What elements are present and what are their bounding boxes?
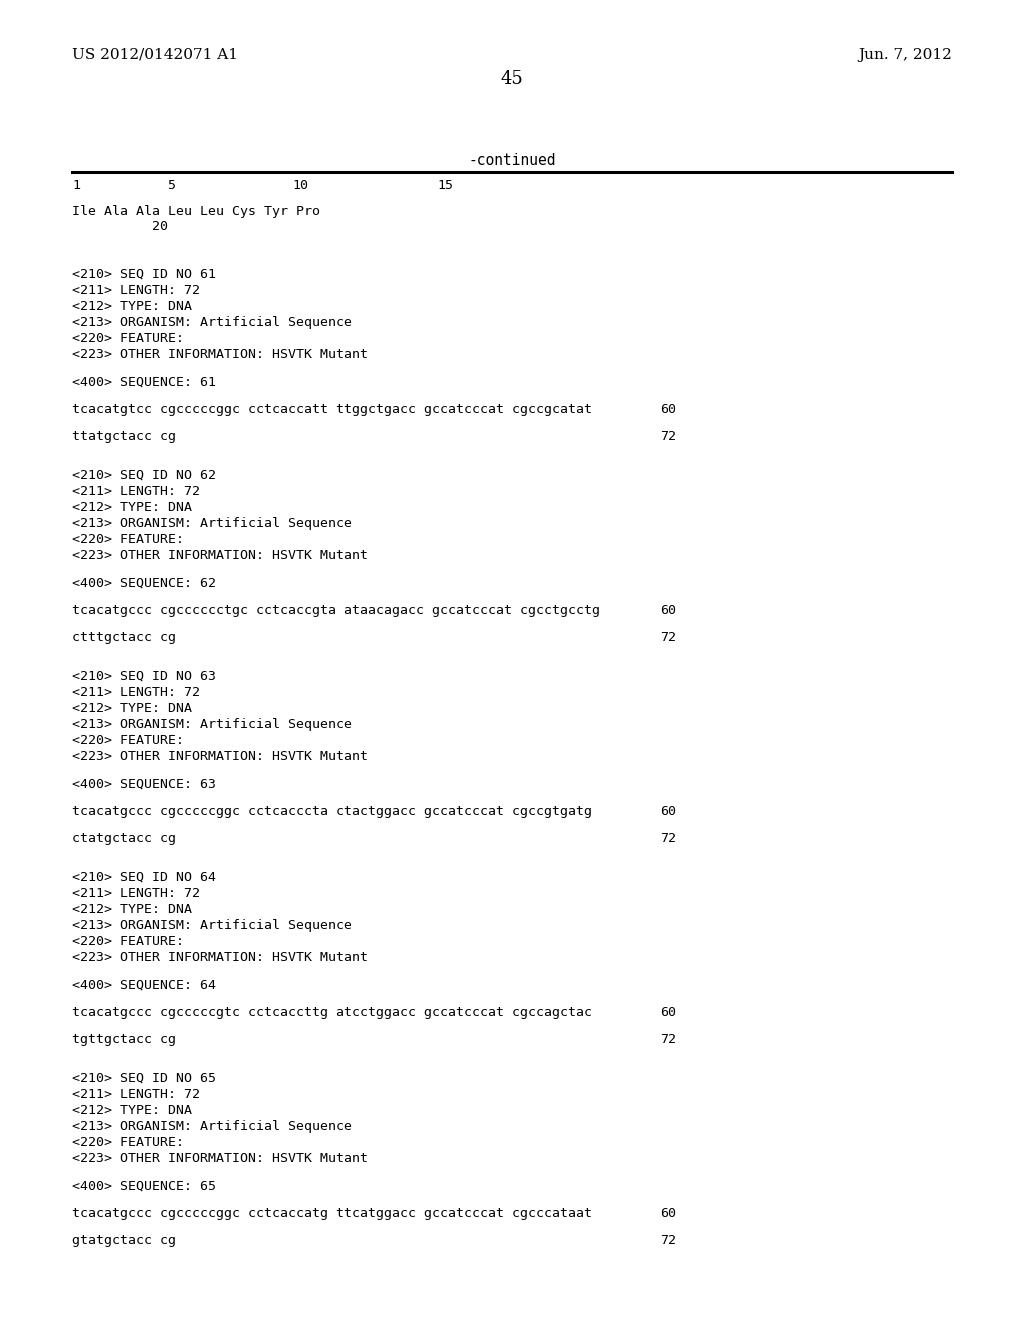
Text: <210> SEQ ID NO 63: <210> SEQ ID NO 63 (72, 671, 216, 682)
Text: <210> SEQ ID NO 65: <210> SEQ ID NO 65 (72, 1072, 216, 1085)
Text: 15: 15 (437, 180, 453, 191)
Text: 72: 72 (660, 430, 676, 444)
Text: 72: 72 (660, 1234, 676, 1247)
Text: <210> SEQ ID NO 64: <210> SEQ ID NO 64 (72, 871, 216, 884)
Text: <213> ORGANISM: Artificial Sequence: <213> ORGANISM: Artificial Sequence (72, 315, 352, 329)
Text: 60: 60 (660, 1006, 676, 1019)
Text: <212> TYPE: DNA: <212> TYPE: DNA (72, 702, 193, 715)
Text: Jun. 7, 2012: Jun. 7, 2012 (858, 48, 952, 62)
Text: tcacatgccc cgcccccggc cctcaccatg ttcatggacc gccatcccat cgcccataat: tcacatgccc cgcccccggc cctcaccatg ttcatgg… (72, 1206, 592, 1220)
Text: 72: 72 (660, 832, 676, 845)
Text: <223> OTHER INFORMATION: HSVTK Mutant: <223> OTHER INFORMATION: HSVTK Mutant (72, 348, 368, 360)
Text: <400> SEQUENCE: 64: <400> SEQUENCE: 64 (72, 979, 216, 993)
Text: <212> TYPE: DNA: <212> TYPE: DNA (72, 1104, 193, 1117)
Text: gtatgctacc cg: gtatgctacc cg (72, 1234, 176, 1247)
Text: <211> LENGTH: 72: <211> LENGTH: 72 (72, 484, 200, 498)
Text: <213> ORGANISM: Artificial Sequence: <213> ORGANISM: Artificial Sequence (72, 919, 352, 932)
Text: <212> TYPE: DNA: <212> TYPE: DNA (72, 903, 193, 916)
Text: tgttgctacc cg: tgttgctacc cg (72, 1034, 176, 1045)
Text: <213> ORGANISM: Artificial Sequence: <213> ORGANISM: Artificial Sequence (72, 1119, 352, 1133)
Text: tcacatgccc cgcccccctgc cctcaccgta ataacagacc gccatcccat cgcctgcctg: tcacatgccc cgcccccctgc cctcaccgta ataaca… (72, 605, 600, 616)
Text: 5: 5 (167, 180, 175, 191)
Text: <210> SEQ ID NO 61: <210> SEQ ID NO 61 (72, 268, 216, 281)
Text: <211> LENGTH: 72: <211> LENGTH: 72 (72, 284, 200, 297)
Text: <223> OTHER INFORMATION: HSVTK Mutant: <223> OTHER INFORMATION: HSVTK Mutant (72, 750, 368, 763)
Text: <220> FEATURE:: <220> FEATURE: (72, 533, 184, 546)
Text: -continued: -continued (468, 153, 556, 168)
Text: <400> SEQUENCE: 65: <400> SEQUENCE: 65 (72, 1180, 216, 1193)
Text: <220> FEATURE:: <220> FEATURE: (72, 935, 184, 948)
Text: <223> OTHER INFORMATION: HSVTK Mutant: <223> OTHER INFORMATION: HSVTK Mutant (72, 549, 368, 562)
Text: 1: 1 (72, 180, 80, 191)
Text: 60: 60 (660, 403, 676, 416)
Text: <400> SEQUENCE: 63: <400> SEQUENCE: 63 (72, 777, 216, 791)
Text: ctatgctacc cg: ctatgctacc cg (72, 832, 176, 845)
Text: 60: 60 (660, 805, 676, 818)
Text: <400> SEQUENCE: 61: <400> SEQUENCE: 61 (72, 376, 216, 389)
Text: ttatgctacc cg: ttatgctacc cg (72, 430, 176, 444)
Text: ctttgctacc cg: ctttgctacc cg (72, 631, 176, 644)
Text: 72: 72 (660, 631, 676, 644)
Text: <213> ORGANISM: Artificial Sequence: <213> ORGANISM: Artificial Sequence (72, 517, 352, 531)
Text: <223> OTHER INFORMATION: HSVTK Mutant: <223> OTHER INFORMATION: HSVTK Mutant (72, 1152, 368, 1166)
Text: tcacatgccc cgcccccgtc cctcaccttg atcctggacc gccatcccat cgccagctac: tcacatgccc cgcccccgtc cctcaccttg atcctgg… (72, 1006, 592, 1019)
Text: <211> LENGTH: 72: <211> LENGTH: 72 (72, 686, 200, 700)
Text: <220> FEATURE:: <220> FEATURE: (72, 333, 184, 345)
Text: <212> TYPE: DNA: <212> TYPE: DNA (72, 300, 193, 313)
Text: <211> LENGTH: 72: <211> LENGTH: 72 (72, 887, 200, 900)
Text: 20: 20 (72, 220, 168, 234)
Text: 60: 60 (660, 605, 676, 616)
Text: 10: 10 (292, 180, 308, 191)
Text: <213> ORGANISM: Artificial Sequence: <213> ORGANISM: Artificial Sequence (72, 718, 352, 731)
Text: <212> TYPE: DNA: <212> TYPE: DNA (72, 502, 193, 513)
Text: <220> FEATURE:: <220> FEATURE: (72, 734, 184, 747)
Text: <223> OTHER INFORMATION: HSVTK Mutant: <223> OTHER INFORMATION: HSVTK Mutant (72, 950, 368, 964)
Text: 60: 60 (660, 1206, 676, 1220)
Text: Ile Ala Ala Leu Leu Cys Tyr Pro: Ile Ala Ala Leu Leu Cys Tyr Pro (72, 205, 319, 218)
Text: <211> LENGTH: 72: <211> LENGTH: 72 (72, 1088, 200, 1101)
Text: tcacatgtcc cgcccccggc cctcaccatt ttggctgacc gccatcccat cgccgcatat: tcacatgtcc cgcccccggc cctcaccatt ttggctg… (72, 403, 592, 416)
Text: <400> SEQUENCE: 62: <400> SEQUENCE: 62 (72, 577, 216, 590)
Text: tcacatgccc cgcccccggc cctcacccta ctactggacc gccatcccat cgccgtgatg: tcacatgccc cgcccccggc cctcacccta ctactgg… (72, 805, 592, 818)
Text: <220> FEATURE:: <220> FEATURE: (72, 1137, 184, 1148)
Text: <210> SEQ ID NO 62: <210> SEQ ID NO 62 (72, 469, 216, 482)
Text: US 2012/0142071 A1: US 2012/0142071 A1 (72, 48, 238, 62)
Text: 45: 45 (501, 70, 523, 88)
Text: 72: 72 (660, 1034, 676, 1045)
